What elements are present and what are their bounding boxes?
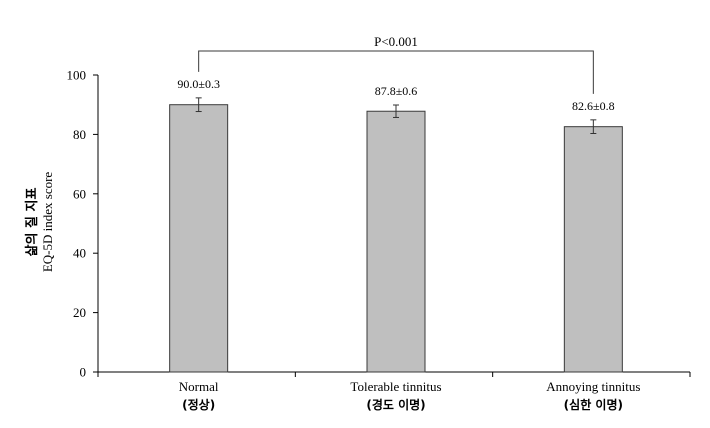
data-label: 82.6±0.8 (572, 99, 615, 113)
significance-bracket-line (198, 50, 594, 94)
x-tick-label-korean: (경도 이명) (366, 397, 425, 412)
y-axis-title: EQ-5D index score (40, 172, 55, 273)
y-tick-label: 0 (80, 365, 87, 380)
bar (563, 126, 623, 373)
y-axis-title-korean: 삶의 질 지표 (24, 188, 40, 257)
data-labels: 90.0±0.3 87.8±0.6 82.6±0.8 (177, 77, 614, 113)
bars (169, 97, 623, 373)
x-tick-label: Annoying tinnitus (546, 379, 640, 394)
y-tick-label: 60 (73, 186, 86, 201)
y-tick-label: 20 (73, 305, 86, 320)
x-tick-label: Normal (179, 379, 219, 394)
y-tick-label: 80 (73, 127, 86, 142)
x-tick-label: Tolerable tinnitus (350, 379, 441, 394)
x-axis-labels: Normal (정상) Tolerable tinnitus (경도 이명) Annoy… (179, 379, 641, 412)
bar (169, 104, 229, 373)
x-tick-label-korean: (심한 이명) (564, 397, 623, 412)
data-label: 90.0±0.3 (177, 77, 220, 91)
y-tick-label: 40 (73, 246, 86, 261)
significance-label: P<0.001 (374, 34, 418, 49)
x-tick-label-korean: (정상) (182, 397, 215, 412)
data-label: 87.8±0.6 (375, 84, 418, 98)
significance-bracket: P<0.001 (198, 34, 594, 94)
bar (366, 110, 426, 373)
y-tick-label: 100 (67, 68, 87, 83)
